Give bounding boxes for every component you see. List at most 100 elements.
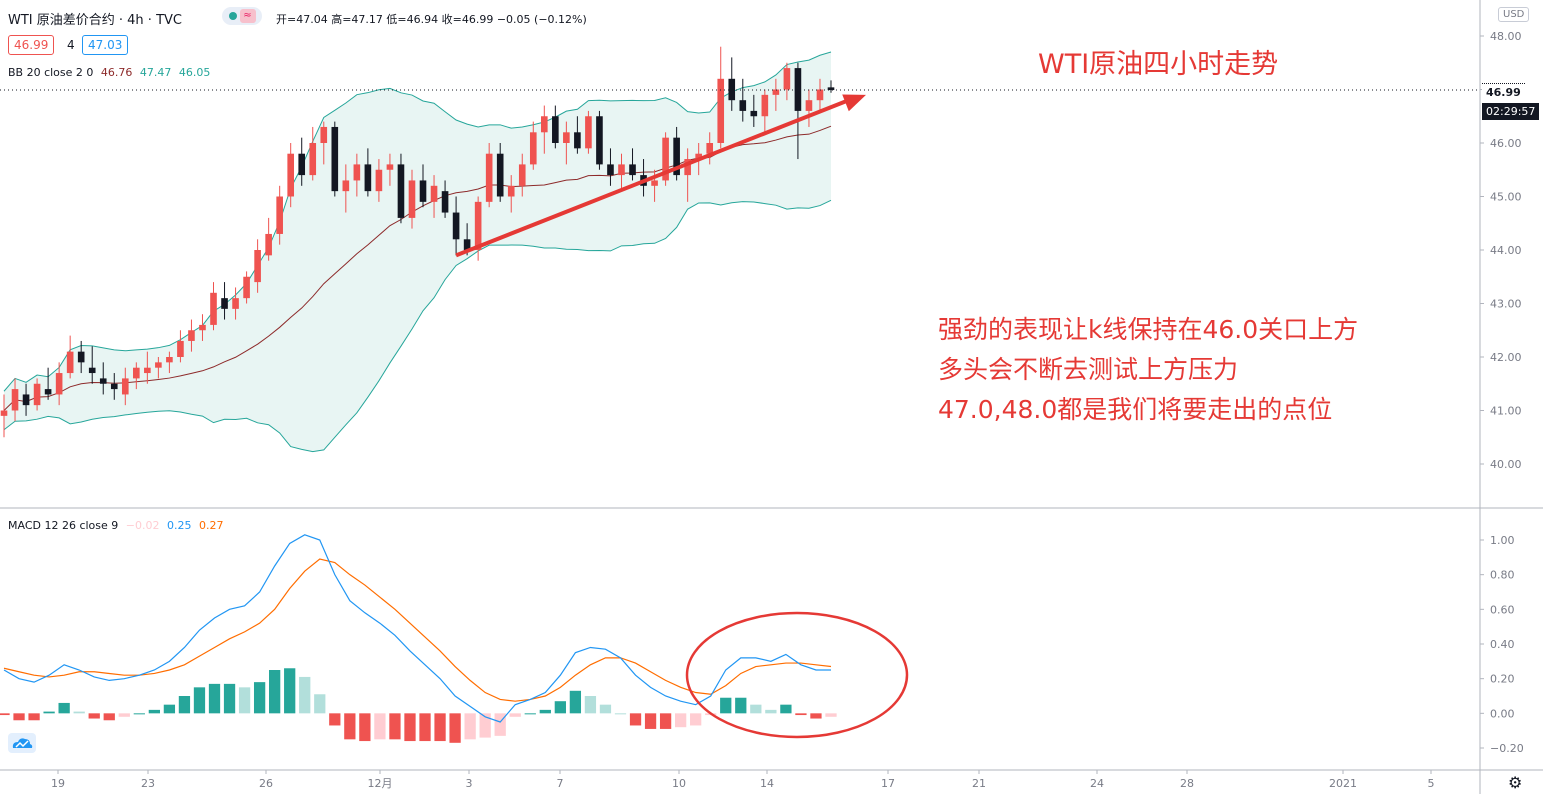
macd-histogram-bar	[464, 713, 476, 740]
time-tick-label: 3	[466, 777, 473, 790]
macd-histogram-bar	[88, 713, 100, 719]
macd-histogram-bar	[118, 713, 130, 717]
candle-body	[540, 116, 548, 133]
price-tick-label: 46.00	[1490, 137, 1522, 150]
macd-histogram-bar	[344, 713, 356, 740]
candle-body	[320, 126, 328, 143]
tradingview-logo[interactable]	[8, 733, 36, 753]
macd-histogram-bar	[208, 683, 221, 714]
candle-body	[728, 78, 736, 101]
macd-histogram-bar	[524, 713, 536, 715]
macd-histogram-bar	[765, 709, 777, 714]
candle-body	[585, 116, 592, 149]
macd-histogram-bar	[539, 709, 551, 714]
candle-body	[607, 164, 614, 176]
bollinger-lower-line	[3, 199, 832, 453]
macd-histogram-bar	[614, 713, 627, 715]
candle-body	[0, 410, 8, 416]
candle-body	[364, 164, 372, 192]
candle-body	[783, 68, 791, 90]
macd-histogram-bar	[674, 713, 687, 728]
macd-signal-value: 0.27	[199, 519, 224, 532]
candle-body	[144, 367, 151, 374]
candle-body	[265, 233, 272, 256]
macd-tick-label: 1.00	[1490, 534, 1515, 547]
macd-histogram-bar	[223, 683, 236, 714]
candle-body	[254, 250, 261, 283]
annotation-line-2: 多头会不断去测试上方压力	[938, 355, 1239, 384]
candle-body	[287, 153, 295, 197]
candle-body	[408, 180, 416, 218]
candle-body	[110, 383, 118, 390]
macd-histogram-bar	[810, 713, 822, 719]
candle-body	[221, 298, 228, 309]
candle-body	[55, 373, 63, 395]
macd-histogram-bar	[569, 690, 582, 714]
candle-body	[210, 292, 217, 325]
macd-histogram-bar	[795, 713, 807, 716]
macd-histogram-bar	[644, 713, 657, 729]
price-tick-label: 41.00	[1490, 405, 1522, 418]
candle-body	[177, 340, 184, 357]
macd-signal-line	[3, 558, 832, 702]
candle-body	[331, 126, 339, 192]
time-tick-label: 28	[1180, 777, 1194, 790]
macd-histogram-bar	[163, 704, 176, 714]
bollinger-legend[interactable]: BB 20 close 2 0 46.76 47.47 46.05	[8, 66, 210, 79]
gear-icon[interactable]: ⚙	[1508, 773, 1523, 792]
macd-histogram-bar	[554, 701, 566, 714]
candle-body	[243, 276, 250, 299]
time-tick-label: 17	[881, 777, 895, 790]
candle-body	[397, 164, 405, 218]
candle-body	[529, 132, 537, 165]
currency-label[interactable]: USD	[1498, 7, 1530, 22]
macd-histogram-bar	[750, 704, 762, 714]
market-status-badge[interactable]: ≈	[222, 7, 262, 25]
time-tick-label: 5	[1428, 777, 1435, 790]
candle-body	[706, 143, 714, 154]
candle-body	[684, 159, 691, 176]
candle-body	[518, 164, 526, 186]
candle-body	[375, 169, 383, 192]
candle-body	[44, 389, 52, 395]
candle-body	[188, 330, 195, 341]
candle-body	[816, 89, 824, 101]
trend-arrow-shaft	[455, 96, 853, 258]
candle-body	[485, 153, 493, 202]
macd-histogram-bar	[13, 713, 25, 721]
bollinger-label: BB 20 close 2 0	[8, 66, 94, 79]
candle-body	[133, 367, 140, 379]
candle-body	[507, 185, 515, 197]
candle-body	[77, 351, 85, 363]
buy-price-button[interactable]: 47.03	[82, 35, 129, 55]
candle-body	[155, 362, 162, 368]
symbol-title[interactable]: WTI 原油差价合约 · 4h · TVC	[8, 13, 182, 28]
sell-price-button[interactable]: 46.99	[8, 35, 55, 55]
candle-body	[695, 153, 702, 160]
macd-histogram-bar	[133, 713, 145, 715]
candle-body	[33, 383, 41, 406]
price-tick-label: 42.00	[1490, 351, 1522, 364]
candle-body	[552, 116, 559, 143]
time-tick-label: 14	[760, 777, 774, 790]
macd-histogram-bar	[659, 713, 672, 729]
macd-legend[interactable]: MACD 12 26 close 9 −0.02 0.25 0.27	[8, 519, 224, 532]
macd-histogram-bar	[103, 713, 115, 721]
candle-body	[309, 143, 317, 176]
macd-histogram-bar	[720, 697, 732, 714]
macd-histogram-bar	[148, 709, 161, 714]
macd-histogram-bar	[690, 713, 702, 726]
candle-body	[22, 394, 30, 406]
macd-tick-label: 0.00	[1490, 707, 1515, 720]
candle-body	[827, 87, 835, 91]
cloud-logo-icon	[12, 738, 33, 748]
macd-histogram-bar	[599, 704, 612, 714]
candle-body	[805, 100, 813, 111]
bollinger-basis-line	[3, 125, 832, 411]
candle-body	[298, 153, 306, 176]
candle-body	[673, 137, 680, 176]
candle-body	[662, 137, 669, 181]
macd-histogram-bar	[253, 682, 266, 714]
ohlc-readout: 开=47.04 高=47.17 低=46.94 收=46.99 −0.05 (−…	[276, 13, 587, 26]
macd-line-value: 0.25	[167, 519, 192, 532]
